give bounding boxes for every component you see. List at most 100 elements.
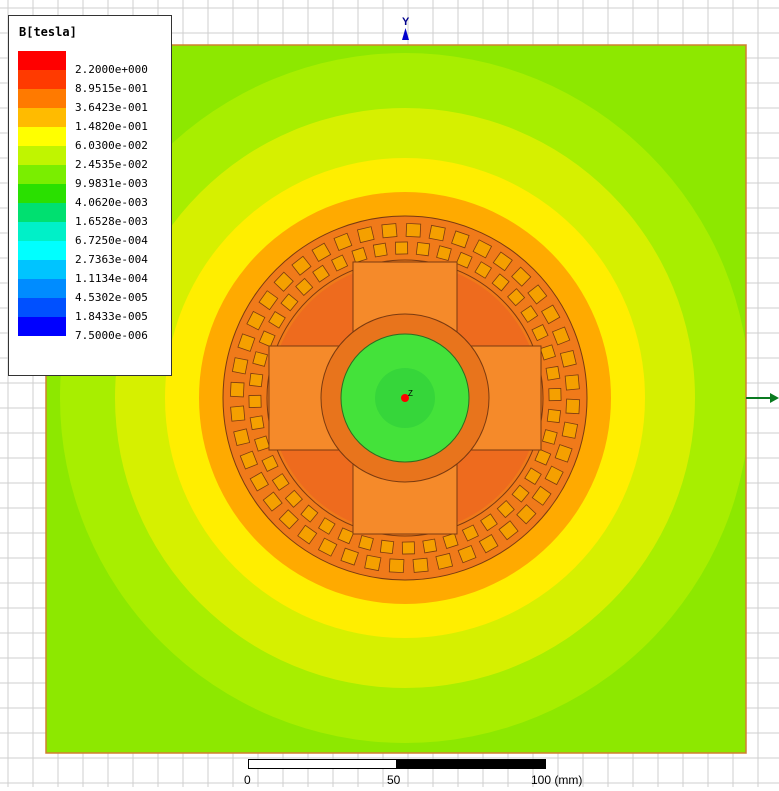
stator-slot [278, 509, 299, 530]
stator-slot [258, 290, 279, 311]
stator-slot [311, 242, 332, 262]
legend-swatch [18, 317, 66, 336]
stator-slot [248, 394, 262, 408]
coordinate-axes: Z [402, 28, 779, 403]
motor-geometry [222, 215, 588, 581]
scale-label-100: 100 (mm) [531, 773, 583, 787]
stator-slot [317, 537, 338, 557]
stator-slot [258, 330, 276, 348]
stator-slot [331, 254, 349, 272]
stator-slot [516, 504, 537, 525]
stator-slot [291, 255, 312, 276]
legend-value: 1.4820e-001 [75, 120, 148, 133]
stator-slot [442, 532, 459, 549]
scale-label-50: 50 [387, 773, 401, 787]
stator-slot [546, 408, 562, 424]
legend-title: B[tesla] [19, 25, 77, 39]
stator-slot [312, 264, 330, 283]
stator-slot [548, 388, 562, 402]
stator-slot [539, 344, 556, 361]
legend-value: 1.6528e-003 [75, 215, 148, 228]
stator-slot [284, 489, 303, 508]
color-legend[interactable]: B[tesla] 2.2000e+000 8.9515e-001 3.6423e-0… [8, 15, 172, 376]
stator-slot [295, 277, 314, 296]
stator-slot [229, 381, 245, 398]
legend-swatch [18, 279, 66, 298]
stator-slot [545, 365, 561, 381]
legend-value: 6.0300e-002 [75, 139, 148, 152]
stator-slot [340, 547, 359, 566]
legend-swatch [18, 260, 66, 279]
stator-slot [300, 504, 319, 523]
legend-swatch [18, 127, 66, 146]
scale-bar-white-segment [248, 759, 397, 769]
legend-value: 1.8433e-005 [75, 310, 148, 323]
stator-slot [544, 465, 564, 486]
stator-slot [561, 421, 579, 439]
stator-slot [534, 448, 552, 466]
legend-swatch [18, 184, 66, 203]
scale-bar-black-segment [397, 759, 546, 769]
stator-slot [436, 245, 452, 261]
stator-slot [496, 500, 515, 519]
stator-slot [252, 351, 268, 367]
stator-slot [451, 230, 470, 249]
stator-slot [520, 305, 539, 323]
stator-slot [415, 241, 431, 257]
stator-slot [318, 517, 336, 535]
legend-swatch [18, 165, 66, 184]
legend-value: 7.5000e-006 [75, 329, 148, 342]
stator-slot [388, 558, 405, 574]
y-axis-arrow [402, 28, 409, 40]
stator-slot [337, 527, 355, 545]
legend-swatch [18, 51, 66, 70]
legend-swatch [18, 241, 66, 260]
stator-slot [472, 239, 493, 259]
stator-slot [461, 524, 479, 542]
stator-slot [511, 266, 532, 287]
stator-slot [262, 491, 283, 512]
stator-slot [412, 557, 429, 573]
legend-value: 8.9515e-001 [75, 82, 148, 95]
stator-slot [230, 405, 246, 422]
scale-bar [248, 759, 546, 770]
stator-slot [492, 251, 513, 272]
stator-slot [268, 311, 286, 329]
stator-slot [358, 535, 374, 551]
stator-slot [435, 552, 454, 570]
stator-slot [297, 524, 318, 545]
stator-slot [249, 415, 265, 431]
stator-slot [480, 513, 498, 532]
stator-slot [231, 357, 249, 375]
stator-slot [364, 554, 382, 572]
legend-value: 9.9831e-003 [75, 177, 148, 190]
stator-slot [254, 435, 271, 452]
stator-slot [233, 428, 251, 447]
stator-slot [405, 222, 422, 238]
y-axis-label: Y [402, 16, 410, 28]
stator-slot [249, 471, 269, 492]
legend-value: 2.2000e+000 [75, 63, 148, 76]
stator-slot [531, 324, 549, 342]
stator-slot [237, 333, 256, 352]
stator-slot [261, 454, 279, 472]
stator-slot [565, 398, 581, 415]
stator-slot [559, 349, 577, 368]
stator-slot [542, 429, 558, 445]
stator-slot [455, 251, 473, 269]
x-axis-arrow [770, 393, 779, 403]
stator-slot [527, 284, 548, 305]
stator-slot [457, 544, 477, 564]
legend-swatch [18, 222, 66, 241]
stator-slot [395, 241, 409, 255]
stator-slot [478, 534, 499, 554]
stator-slot [381, 223, 398, 239]
stator-slot [541, 304, 561, 325]
stator-slot [511, 484, 530, 503]
stator-slot [333, 232, 353, 252]
stator-slot [280, 293, 299, 312]
legend-value: 2.7363e-004 [75, 253, 148, 266]
stator-slot [498, 520, 519, 541]
stator-slot [248, 372, 264, 388]
stator-slot [507, 288, 526, 307]
